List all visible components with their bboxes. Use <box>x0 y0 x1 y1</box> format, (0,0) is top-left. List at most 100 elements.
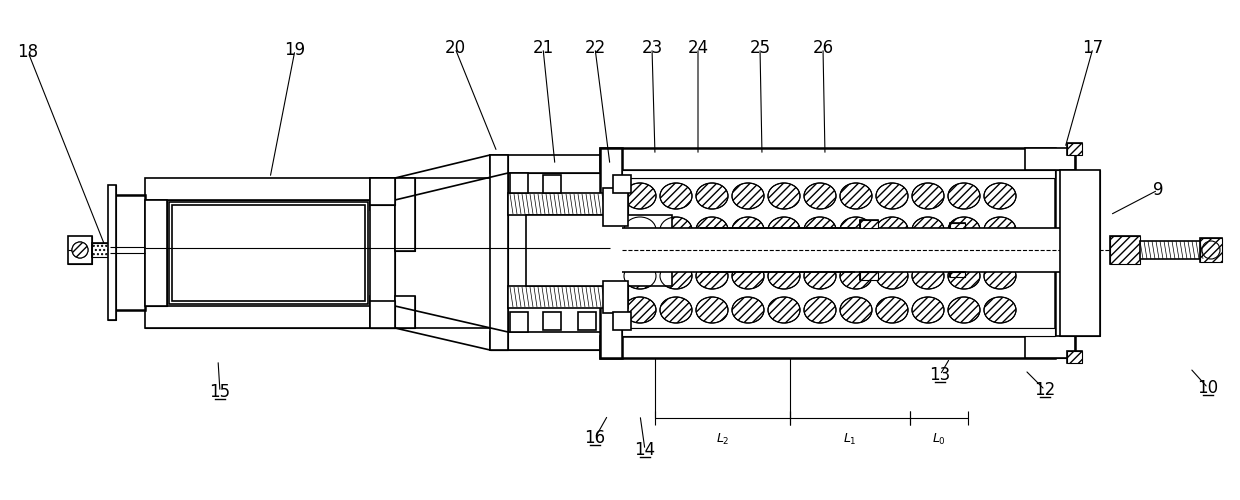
Bar <box>603 281 627 313</box>
Bar <box>861 220 878 228</box>
Bar <box>370 178 396 205</box>
Bar <box>172 205 365 301</box>
Text: 20: 20 <box>444 39 465 57</box>
Ellipse shape <box>985 297 1016 323</box>
Bar <box>1066 351 1083 363</box>
Bar <box>543 175 560 193</box>
Bar <box>1060 170 1100 336</box>
Bar <box>543 312 560 330</box>
Bar <box>110 195 145 310</box>
Text: 24: 24 <box>687 39 708 57</box>
Bar <box>861 272 878 280</box>
Text: 16: 16 <box>584 429 605 447</box>
Bar <box>68 236 92 264</box>
Text: 23: 23 <box>641 39 662 57</box>
Bar <box>950 272 965 277</box>
Ellipse shape <box>804 263 836 289</box>
Bar <box>490 155 508 350</box>
Ellipse shape <box>911 297 944 323</box>
Text: 13: 13 <box>929 366 951 384</box>
Ellipse shape <box>624 183 656 209</box>
Bar <box>600 148 1055 170</box>
Ellipse shape <box>949 263 980 289</box>
Ellipse shape <box>875 217 908 243</box>
Ellipse shape <box>660 183 692 209</box>
Ellipse shape <box>660 263 692 289</box>
Bar <box>1110 236 1140 264</box>
Ellipse shape <box>768 297 800 323</box>
Ellipse shape <box>804 183 836 209</box>
Bar <box>1066 351 1083 363</box>
Ellipse shape <box>985 183 1016 209</box>
Circle shape <box>72 242 88 258</box>
Bar <box>613 175 631 193</box>
Ellipse shape <box>949 217 980 243</box>
Ellipse shape <box>732 297 764 323</box>
Ellipse shape <box>839 263 872 289</box>
Ellipse shape <box>696 217 728 243</box>
Bar <box>92 243 110 257</box>
Bar <box>1055 153 1075 353</box>
Bar <box>603 188 627 226</box>
Bar <box>110 195 145 310</box>
Ellipse shape <box>839 297 872 323</box>
Bar <box>622 170 1055 178</box>
Bar <box>1055 153 1075 353</box>
Bar <box>370 200 396 306</box>
Bar <box>490 155 508 350</box>
Bar <box>145 178 396 200</box>
Ellipse shape <box>624 263 656 289</box>
Text: $L_1$: $L_1$ <box>843 432 857 447</box>
Ellipse shape <box>985 263 1016 289</box>
Bar <box>370 178 396 210</box>
Bar <box>108 185 117 320</box>
Ellipse shape <box>768 183 800 209</box>
Bar <box>68 236 92 264</box>
Bar <box>600 148 1055 170</box>
Circle shape <box>72 242 88 258</box>
Text: 9: 9 <box>1153 181 1163 199</box>
Bar <box>1140 241 1205 259</box>
Bar <box>370 301 396 328</box>
Bar <box>600 148 622 358</box>
Text: 26: 26 <box>812 39 833 57</box>
Bar <box>510 312 528 332</box>
Ellipse shape <box>839 183 872 209</box>
Bar <box>396 296 415 328</box>
Text: 12: 12 <box>1034 381 1055 399</box>
Ellipse shape <box>768 263 800 289</box>
Bar <box>701 228 856 272</box>
Bar <box>1060 170 1100 336</box>
Text: 14: 14 <box>635 441 656 459</box>
Ellipse shape <box>949 297 980 323</box>
Ellipse shape <box>911 263 944 289</box>
Bar <box>490 332 610 350</box>
Bar <box>490 155 610 173</box>
Text: 22: 22 <box>584 39 605 57</box>
Ellipse shape <box>911 183 944 209</box>
Bar <box>578 312 596 330</box>
Bar <box>370 296 396 328</box>
Ellipse shape <box>839 217 872 243</box>
Text: 15: 15 <box>210 383 231 401</box>
Bar <box>370 301 396 328</box>
Bar <box>510 173 528 193</box>
Bar <box>613 312 631 330</box>
Bar <box>1025 336 1075 358</box>
Ellipse shape <box>804 217 836 243</box>
Bar <box>396 178 415 251</box>
Ellipse shape <box>875 183 908 209</box>
Ellipse shape <box>660 297 692 323</box>
Bar <box>622 228 1080 272</box>
Bar <box>950 223 965 228</box>
Bar <box>169 202 368 304</box>
Ellipse shape <box>624 217 656 243</box>
Bar <box>622 328 1055 336</box>
Text: 21: 21 <box>532 39 553 57</box>
Bar <box>108 185 117 320</box>
Text: $L_0$: $L_0$ <box>932 432 946 447</box>
Ellipse shape <box>696 297 728 323</box>
Bar <box>600 148 622 358</box>
Bar <box>600 336 1055 358</box>
Bar <box>861 272 878 280</box>
